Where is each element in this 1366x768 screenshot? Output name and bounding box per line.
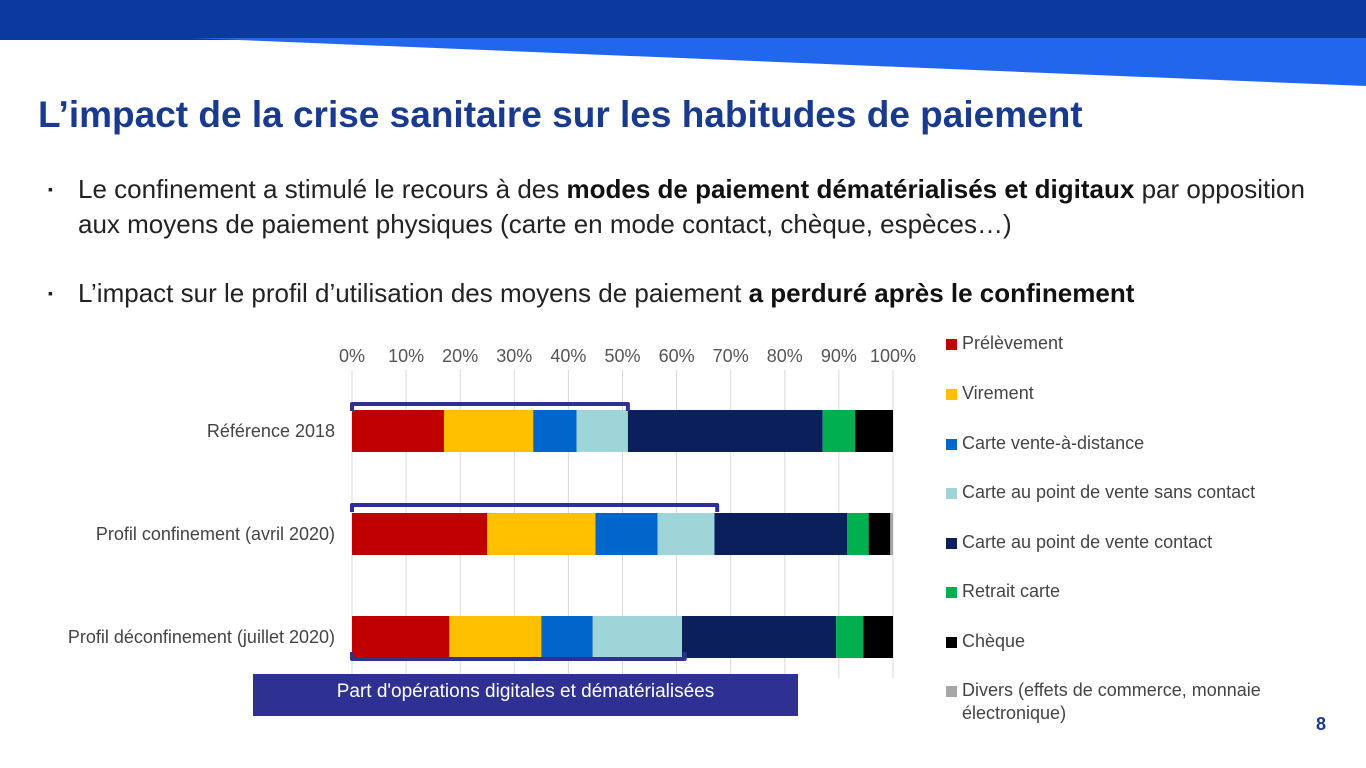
bar-segment	[449, 616, 542, 658]
legend-label: Prélèvement	[962, 333, 1064, 353]
bullet-2-part-2: a perduré après le confinement	[748, 278, 1135, 308]
x-tick-label: 70%	[713, 346, 749, 366]
bullet-1-text: Le confinement a stimulé le recours à de…	[78, 172, 1318, 242]
bar-segment	[352, 410, 444, 452]
digital-share-band: Part d'opérations digitales et dématéria…	[253, 674, 798, 716]
bar-segment	[541, 616, 593, 658]
bar-segment	[627, 410, 823, 452]
bar-segment	[352, 616, 450, 658]
bullet-1-part-1: Le confinement a stimulé le recours à de…	[78, 174, 567, 204]
bar-segment	[657, 513, 715, 555]
x-tick-label: 50%	[604, 346, 640, 366]
x-tick-label: 10%	[388, 346, 424, 366]
bar-segment	[487, 513, 596, 555]
x-tick-label: 80%	[767, 346, 803, 366]
bar-segment	[868, 513, 891, 555]
bar-segment	[443, 410, 534, 452]
x-tick-label: 30%	[496, 346, 532, 366]
bullet-1-part-3: par opposition aux moyens de paiement ph…	[78, 174, 1305, 239]
legend-swatch	[946, 339, 957, 350]
digital-share-bracket	[350, 503, 720, 512]
bar-segment	[847, 513, 869, 555]
legend-swatch	[946, 637, 957, 648]
bar-segment	[836, 616, 864, 658]
digital-share-bracket	[350, 652, 687, 661]
bullet-2-part-1: L’impact sur le profil d’utilisation des…	[78, 278, 749, 308]
legend-label: Chèque	[962, 631, 1026, 651]
bullet-marker: ▪	[48, 285, 53, 301]
bar-segment	[533, 410, 577, 452]
category-label: Référence 2018	[207, 421, 335, 441]
bar-segment	[682, 616, 837, 658]
slide-title: L’impact de la crise sanitaire sur les h…	[38, 94, 1083, 135]
x-tick-label: 100%	[870, 346, 916, 366]
legend-swatch	[946, 587, 957, 598]
bar-segment	[890, 513, 893, 555]
bar-segment	[352, 513, 488, 555]
legend-swatch	[946, 686, 957, 697]
bullet-1-part-2: modes de paiement dématérialisés et digi…	[566, 174, 1135, 204]
legend-swatch	[946, 488, 957, 499]
bar-segment	[822, 410, 856, 452]
legend-swatch	[946, 439, 957, 450]
bar-segment	[592, 616, 683, 658]
legend-label: Carte au point de vente sans contact	[962, 482, 1256, 502]
banner-light-wedge	[190, 38, 1366, 86]
bar-segment	[595, 513, 658, 555]
category-label: Profil déconfinement (juillet 2020)	[68, 627, 335, 647]
x-tick-label: 0%	[339, 346, 365, 366]
legend-label: Virement	[962, 383, 1034, 403]
legend-label: Retrait carte	[962, 581, 1061, 601]
legend-label: Divers (effets de commerce, monnaie élec…	[962, 680, 1261, 723]
page-number: 8	[1316, 714, 1327, 734]
x-tick-label: 20%	[442, 346, 478, 366]
stacked-bar-chart: 0% 10% 20% 30% 40% 50% 60% 70% 80% 90% 100% Référen…	[68, 346, 916, 678]
x-tick-label: 90%	[821, 346, 857, 366]
bar-segment	[714, 513, 848, 555]
bullet-marker: ▪	[48, 181, 53, 197]
header-banner	[0, 0, 1366, 86]
legend-swatch	[946, 538, 957, 549]
x-tick-label: 40%	[550, 346, 586, 366]
bar-segment	[863, 616, 893, 658]
banner-dark-band	[0, 0, 1366, 40]
x-tick-label: 60%	[659, 346, 695, 366]
bar-segment	[855, 410, 893, 452]
category-label: Profil confinement (avril 2020)	[96, 524, 335, 544]
digital-share-bracket	[350, 402, 630, 411]
legend-label: Carte au point de vente contact	[962, 532, 1213, 552]
legend-swatch	[946, 389, 957, 400]
legend-label: Carte vente-à-distance	[962, 433, 1145, 453]
bullet-2-text: L’impact sur le profil d’utilisation des…	[78, 276, 1318, 311]
bar-segment	[576, 410, 628, 452]
